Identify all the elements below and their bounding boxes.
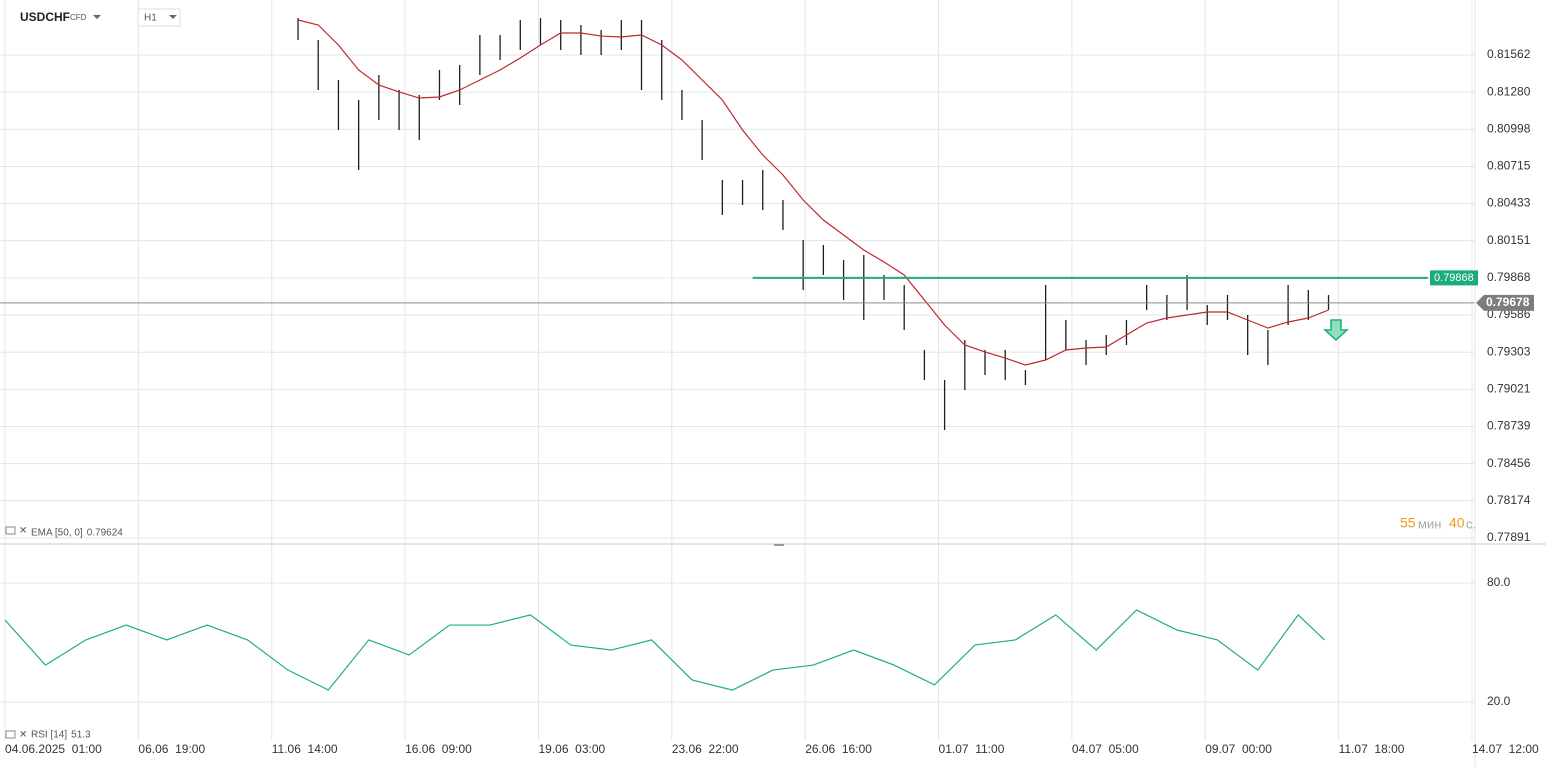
y-tick-label: 80.0 <box>1487 575 1511 589</box>
timeframe-dropdown[interactable] <box>169 15 177 19</box>
sell-signal-arrow <box>1323 319 1349 342</box>
y-tick-label: 0.77891 <box>1487 530 1531 544</box>
ema-legend: ✕ EMA [50, 0] <box>5 526 83 539</box>
x-tick-label: 04.06.2025 01:00 <box>5 742 102 756</box>
timer-minutes: 55 <box>1400 515 1416 531</box>
symbol-dropdown[interactable] <box>93 15 101 19</box>
ema-label: EMA [50, 0] <box>31 528 83 539</box>
plot <box>0 18 1475 691</box>
ema-value: 0.79624 <box>87 528 124 539</box>
level-label-box <box>1430 270 1478 286</box>
timer-seconds-unit: с. <box>1466 516 1476 531</box>
legend-icon[interactable] <box>5 526 16 535</box>
timeframe-box[interactable] <box>137 8 181 27</box>
x-tick-label: 16.06 09:00 <box>405 742 472 756</box>
y-tick-label: 0.78456 <box>1487 456 1531 470</box>
y-tick-label: 0.80998 <box>1487 121 1531 135</box>
timer: 55 мин 40 с. <box>1400 515 1476 532</box>
x-tick-label: 01.07 11:00 <box>939 742 1005 756</box>
y-tick-label: 0.81562 <box>1487 47 1531 61</box>
grid <box>0 0 1475 740</box>
rsi-legend: ✕ RSI [14] <box>5 730 67 741</box>
x-tick-label: 11.07 18:00 <box>1339 742 1405 756</box>
ema-line <box>297 19 1329 366</box>
x-tick-label: 14.07 12:00 <box>1472 742 1539 756</box>
x-tick-label: 19.06 03:00 <box>538 742 605 756</box>
rsi-line <box>4 609 1325 691</box>
y-tick-label: 0.79303 <box>1487 344 1531 358</box>
legend-close[interactable]: ✕ <box>19 526 27 537</box>
current-price-label: 0.79678 <box>1486 295 1530 309</box>
instrument-type: CFD <box>70 13 87 22</box>
y-tick-label: 0.80715 <box>1487 159 1531 173</box>
x-tick-label: 09.07 00:00 <box>1205 742 1272 756</box>
y-tick-label: 0.79868 <box>1487 270 1531 284</box>
x-tick-label: 04.07 05:00 <box>1072 742 1139 756</box>
symbol[interactable]: USDCHF <box>20 10 70 24</box>
rsi-value: 51.3 <box>71 730 91 741</box>
y-tick-label: 20.0 <box>1487 694 1511 708</box>
y-tick-label: 0.78174 <box>1487 493 1531 507</box>
y-tick-label: 0.79021 <box>1487 382 1531 396</box>
x-tick-label: 26.06 16:00 <box>805 742 872 756</box>
timeframe[interactable]: H1 <box>144 13 157 24</box>
timer-minutes-unit: мин <box>1418 516 1441 531</box>
y-tick-label: 0.81280 <box>1487 84 1531 98</box>
y-tick-label: 0.78739 <box>1487 419 1531 433</box>
y-tick-label: 0.80151 <box>1487 233 1531 247</box>
level-label: 0.79868 <box>1434 272 1474 284</box>
current-price-box <box>1476 294 1534 311</box>
x-tick-label: 11.06 14:00 <box>272 742 338 756</box>
legend-icon[interactable] <box>5 730 16 739</box>
x-tick-label: 23.06 22:00 <box>672 742 739 756</box>
y-tick-label: 0.80433 <box>1487 196 1531 210</box>
legend-close[interactable]: ✕ <box>19 730 27 741</box>
x-tick-label: 06.06 19:00 <box>138 742 205 756</box>
timer-seconds: 40 <box>1449 515 1465 531</box>
rsi-label: RSI [14] <box>31 730 67 741</box>
